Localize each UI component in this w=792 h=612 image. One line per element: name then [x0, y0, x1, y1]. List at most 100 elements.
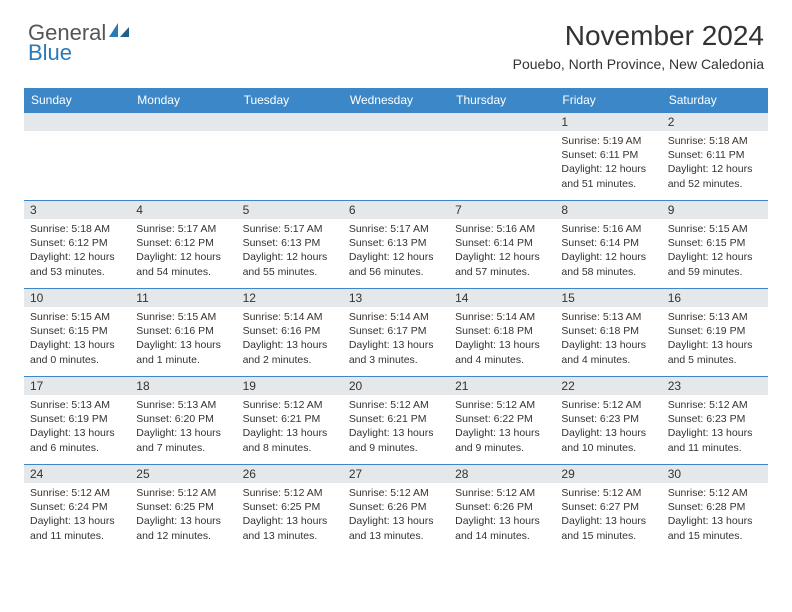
cell-body: Sunrise: 5:12 AMSunset: 6:24 PMDaylight:…	[24, 483, 130, 549]
day-number-empty	[24, 113, 130, 131]
day-number: 29	[555, 465, 661, 483]
cell-body: Sunrise: 5:15 AMSunset: 6:15 PMDaylight:…	[24, 307, 130, 373]
calendar-body: 1Sunrise: 5:19 AMSunset: 6:11 PMDaylight…	[24, 113, 768, 553]
cell-line-sunset: Sunset: 6:12 PM	[136, 236, 230, 250]
cell-line-sunset: Sunset: 6:23 PM	[668, 412, 762, 426]
calendar-cell: 4Sunrise: 5:17 AMSunset: 6:12 PMDaylight…	[130, 201, 236, 289]
cell-line-day2: and 56 minutes.	[349, 265, 443, 279]
calendar-cell: 9Sunrise: 5:15 AMSunset: 6:15 PMDaylight…	[662, 201, 768, 289]
calendar-table: Sunday Monday Tuesday Wednesday Thursday…	[24, 88, 768, 553]
cell-line-sunset: Sunset: 6:28 PM	[668, 500, 762, 514]
calendar-cell: 12Sunrise: 5:14 AMSunset: 6:16 PMDayligh…	[237, 289, 343, 377]
calendar-cell: 29Sunrise: 5:12 AMSunset: 6:27 PMDayligh…	[555, 465, 661, 553]
calendar-cell	[449, 113, 555, 201]
day-number: 26	[237, 465, 343, 483]
cell-line-sunrise: Sunrise: 5:15 AM	[136, 310, 230, 324]
cell-line-sunset: Sunset: 6:18 PM	[561, 324, 655, 338]
calendar-row: 3Sunrise: 5:18 AMSunset: 6:12 PMDaylight…	[24, 201, 768, 289]
cell-body: Sunrise: 5:14 AMSunset: 6:18 PMDaylight:…	[449, 307, 555, 373]
day-number: 6	[343, 201, 449, 219]
cell-line-day1: Daylight: 13 hours	[668, 338, 762, 352]
cell-line-day2: and 10 minutes.	[561, 441, 655, 455]
cell-line-day1: Daylight: 13 hours	[243, 426, 337, 440]
cell-line-sunset: Sunset: 6:11 PM	[668, 148, 762, 162]
cell-body: Sunrise: 5:14 AMSunset: 6:17 PMDaylight:…	[343, 307, 449, 373]
cell-body: Sunrise: 5:18 AMSunset: 6:11 PMDaylight:…	[662, 131, 768, 197]
cell-line-day2: and 58 minutes.	[561, 265, 655, 279]
cell-line-sunrise: Sunrise: 5:12 AM	[243, 486, 337, 500]
calendar-cell: 11Sunrise: 5:15 AMSunset: 6:16 PMDayligh…	[130, 289, 236, 377]
cell-line-day1: Daylight: 12 hours	[30, 250, 124, 264]
cell-body: Sunrise: 5:12 AMSunset: 6:26 PMDaylight:…	[343, 483, 449, 549]
cell-line-sunrise: Sunrise: 5:13 AM	[136, 398, 230, 412]
calendar-cell: 2Sunrise: 5:18 AMSunset: 6:11 PMDaylight…	[662, 113, 768, 201]
day-header-thu: Thursday	[449, 88, 555, 113]
day-number: 24	[24, 465, 130, 483]
cell-body: Sunrise: 5:12 AMSunset: 6:26 PMDaylight:…	[449, 483, 555, 549]
cell-line-day2: and 11 minutes.	[668, 441, 762, 455]
cell-line-day2: and 1 minute.	[136, 353, 230, 367]
day-header-sun: Sunday	[24, 88, 130, 113]
day-number: 27	[343, 465, 449, 483]
day-number: 14	[449, 289, 555, 307]
cell-line-day1: Daylight: 13 hours	[349, 426, 443, 440]
day-number-empty	[343, 113, 449, 131]
calendar-cell: 16Sunrise: 5:13 AMSunset: 6:19 PMDayligh…	[662, 289, 768, 377]
calendar-cell	[343, 113, 449, 201]
cell-line-sunset: Sunset: 6:16 PM	[136, 324, 230, 338]
cell-body: Sunrise: 5:12 AMSunset: 6:25 PMDaylight:…	[130, 483, 236, 549]
day-number: 1	[555, 113, 661, 131]
cell-body: Sunrise: 5:12 AMSunset: 6:23 PMDaylight:…	[662, 395, 768, 461]
cell-line-day2: and 59 minutes.	[668, 265, 762, 279]
cell-line-sunset: Sunset: 6:24 PM	[30, 500, 124, 514]
cell-body: Sunrise: 5:12 AMSunset: 6:21 PMDaylight:…	[343, 395, 449, 461]
cell-line-sunrise: Sunrise: 5:13 AM	[668, 310, 762, 324]
cell-line-day1: Daylight: 13 hours	[136, 514, 230, 528]
cell-line-day1: Daylight: 12 hours	[668, 250, 762, 264]
day-number: 12	[237, 289, 343, 307]
cell-line-sunset: Sunset: 6:20 PM	[136, 412, 230, 426]
cell-line-sunrise: Sunrise: 5:15 AM	[668, 222, 762, 236]
cell-line-day1: Daylight: 13 hours	[30, 338, 124, 352]
calendar-cell: 15Sunrise: 5:13 AMSunset: 6:18 PMDayligh…	[555, 289, 661, 377]
cell-body: Sunrise: 5:16 AMSunset: 6:14 PMDaylight:…	[449, 219, 555, 285]
cell-line-sunrise: Sunrise: 5:18 AM	[668, 134, 762, 148]
calendar-cell: 6Sunrise: 5:17 AMSunset: 6:13 PMDaylight…	[343, 201, 449, 289]
cell-line-sunrise: Sunrise: 5:14 AM	[455, 310, 549, 324]
cell-line-day1: Daylight: 12 hours	[349, 250, 443, 264]
calendar-cell: 8Sunrise: 5:16 AMSunset: 6:14 PMDaylight…	[555, 201, 661, 289]
cell-line-sunrise: Sunrise: 5:12 AM	[668, 486, 762, 500]
day-header-wed: Wednesday	[343, 88, 449, 113]
cell-line-day2: and 51 minutes.	[561, 177, 655, 191]
cell-body: Sunrise: 5:17 AMSunset: 6:12 PMDaylight:…	[130, 219, 236, 285]
calendar-cell: 13Sunrise: 5:14 AMSunset: 6:17 PMDayligh…	[343, 289, 449, 377]
calendar-cell: 17Sunrise: 5:13 AMSunset: 6:19 PMDayligh…	[24, 377, 130, 465]
day-number-empty	[237, 113, 343, 131]
cell-line-sunrise: Sunrise: 5:13 AM	[561, 310, 655, 324]
cell-line-day2: and 15 minutes.	[668, 529, 762, 543]
cell-line-day2: and 11 minutes.	[30, 529, 124, 543]
month-title: November 2024	[513, 20, 764, 52]
cell-line-day2: and 5 minutes.	[668, 353, 762, 367]
cell-line-day2: and 54 minutes.	[136, 265, 230, 279]
day-number: 8	[555, 201, 661, 219]
calendar-cell: 24Sunrise: 5:12 AMSunset: 6:24 PMDayligh…	[24, 465, 130, 553]
cell-body: Sunrise: 5:17 AMSunset: 6:13 PMDaylight:…	[237, 219, 343, 285]
cell-line-sunset: Sunset: 6:15 PM	[668, 236, 762, 250]
cell-line-sunset: Sunset: 6:19 PM	[30, 412, 124, 426]
calendar-cell: 26Sunrise: 5:12 AMSunset: 6:25 PMDayligh…	[237, 465, 343, 553]
cell-line-day2: and 7 minutes.	[136, 441, 230, 455]
logo-blue-row: Blue	[28, 40, 72, 66]
cell-line-day1: Daylight: 13 hours	[455, 514, 549, 528]
cell-line-day1: Daylight: 13 hours	[30, 426, 124, 440]
cell-line-day2: and 9 minutes.	[349, 441, 443, 455]
cell-body: Sunrise: 5:13 AMSunset: 6:20 PMDaylight:…	[130, 395, 236, 461]
calendar-cell: 14Sunrise: 5:14 AMSunset: 6:18 PMDayligh…	[449, 289, 555, 377]
cell-body: Sunrise: 5:12 AMSunset: 6:22 PMDaylight:…	[449, 395, 555, 461]
day-header-fri: Friday	[555, 88, 661, 113]
cell-line-day2: and 13 minutes.	[349, 529, 443, 543]
cell-line-day1: Daylight: 13 hours	[561, 426, 655, 440]
cell-line-day1: Daylight: 12 hours	[561, 250, 655, 264]
cell-line-sunrise: Sunrise: 5:17 AM	[349, 222, 443, 236]
calendar-row: 24Sunrise: 5:12 AMSunset: 6:24 PMDayligh…	[24, 465, 768, 553]
